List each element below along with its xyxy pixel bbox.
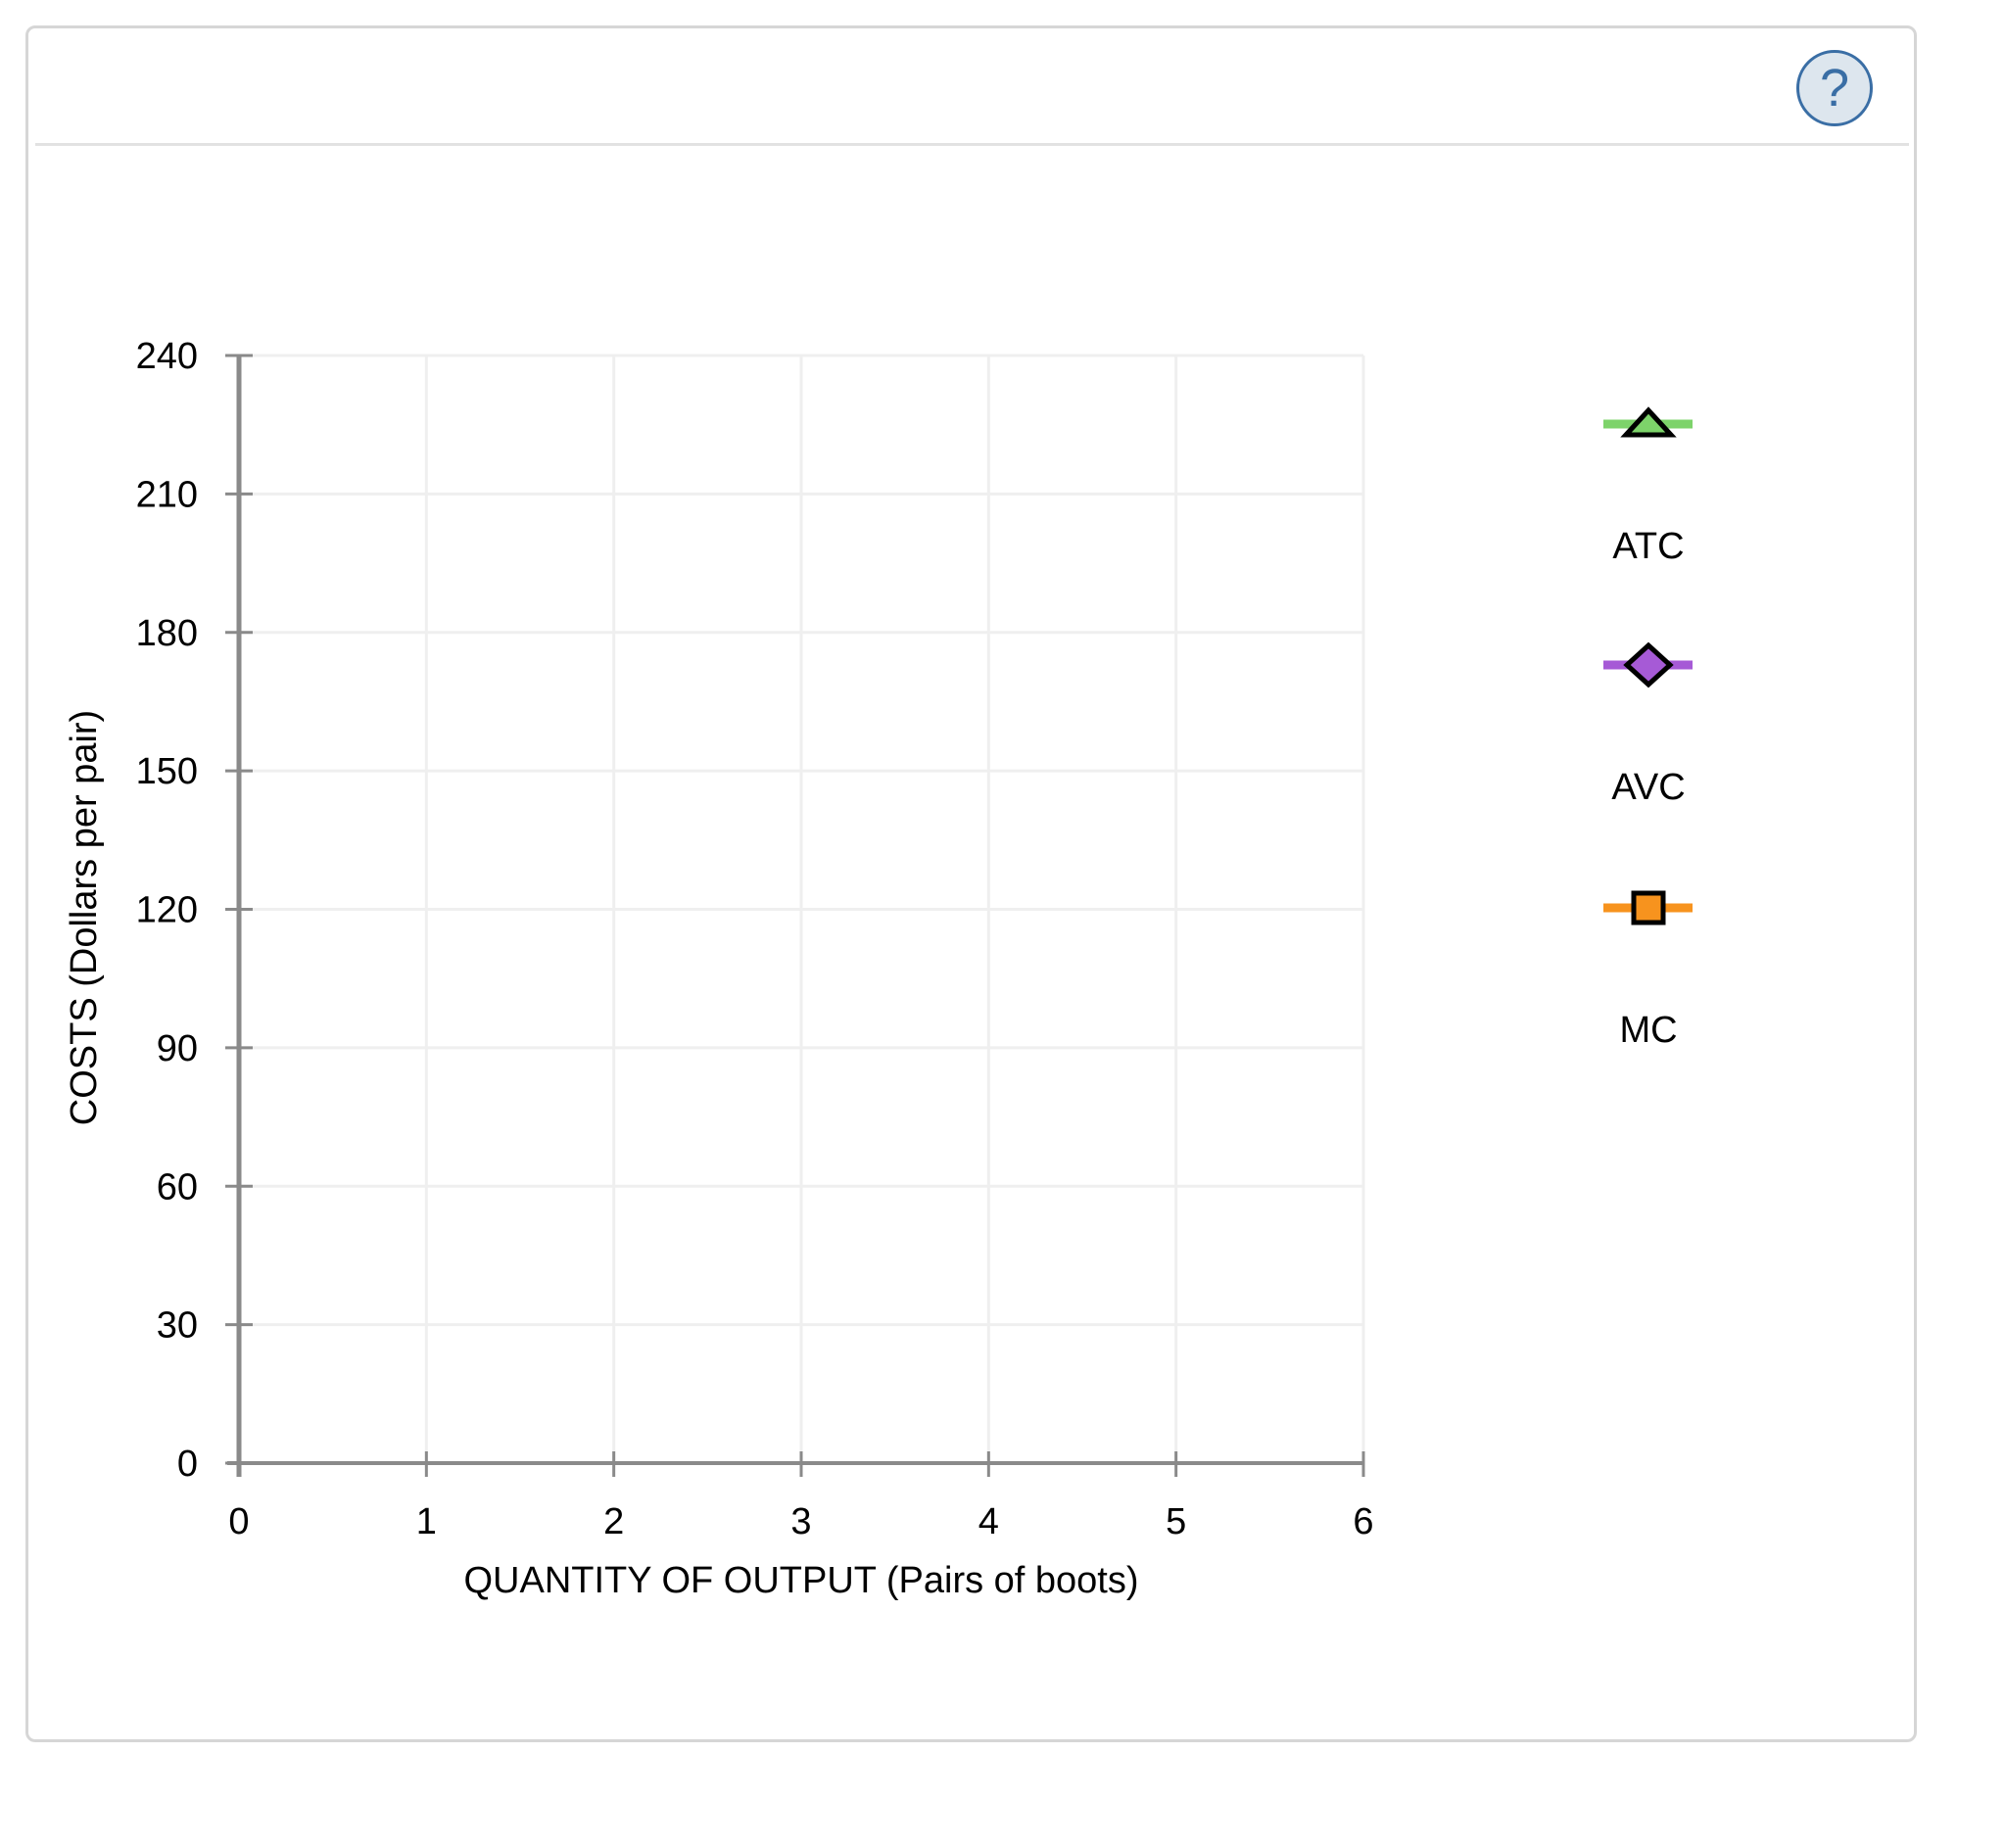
x-axis-label: QUANTITY OF OUTPUT (Pairs of boots) bbox=[463, 1560, 1138, 1601]
y-tick-label: 120 bbox=[136, 890, 198, 931]
y-tick-label: 30 bbox=[157, 1305, 198, 1347]
legend-item-avc[interactable]: AVC bbox=[1603, 641, 1693, 808]
diamond-icon bbox=[1623, 641, 1674, 688]
y-axis-label: COSTS (Dollars per pair) bbox=[64, 710, 105, 1125]
y-tick-label: 60 bbox=[157, 1166, 198, 1208]
x-tick-label: 4 bbox=[978, 1501, 999, 1542]
legend-item-mc[interactable]: MC bbox=[1603, 890, 1693, 1051]
x-tick-label: 1 bbox=[416, 1501, 437, 1542]
triangle-icon bbox=[1620, 406, 1677, 438]
x-tick-label: 2 bbox=[603, 1501, 624, 1542]
x-tick-label: 0 bbox=[228, 1501, 249, 1542]
square-icon bbox=[1631, 890, 1666, 925]
help-button[interactable]: ? bbox=[1796, 50, 1873, 126]
legend-item-atc[interactable]: ATC bbox=[1603, 406, 1693, 567]
y-tick-label: 210 bbox=[136, 474, 198, 515]
x-tick-label: 6 bbox=[1353, 1501, 1373, 1542]
legend-label: ATC bbox=[1612, 526, 1684, 567]
y-tick-label: 180 bbox=[136, 613, 198, 654]
y-tick-label: 90 bbox=[157, 1028, 198, 1069]
legend-label: MC bbox=[1619, 1010, 1677, 1051]
x-tick-label: 3 bbox=[790, 1501, 811, 1542]
legend-label: AVC bbox=[1611, 767, 1685, 808]
x-tick-label: 5 bbox=[1166, 1501, 1186, 1542]
y-tick-label: 150 bbox=[136, 751, 198, 792]
header-divider bbox=[35, 143, 1909, 146]
y-tick-label: 0 bbox=[177, 1444, 198, 1485]
y-tick-label: 240 bbox=[136, 336, 198, 377]
graph-panel bbox=[25, 25, 1917, 1742]
